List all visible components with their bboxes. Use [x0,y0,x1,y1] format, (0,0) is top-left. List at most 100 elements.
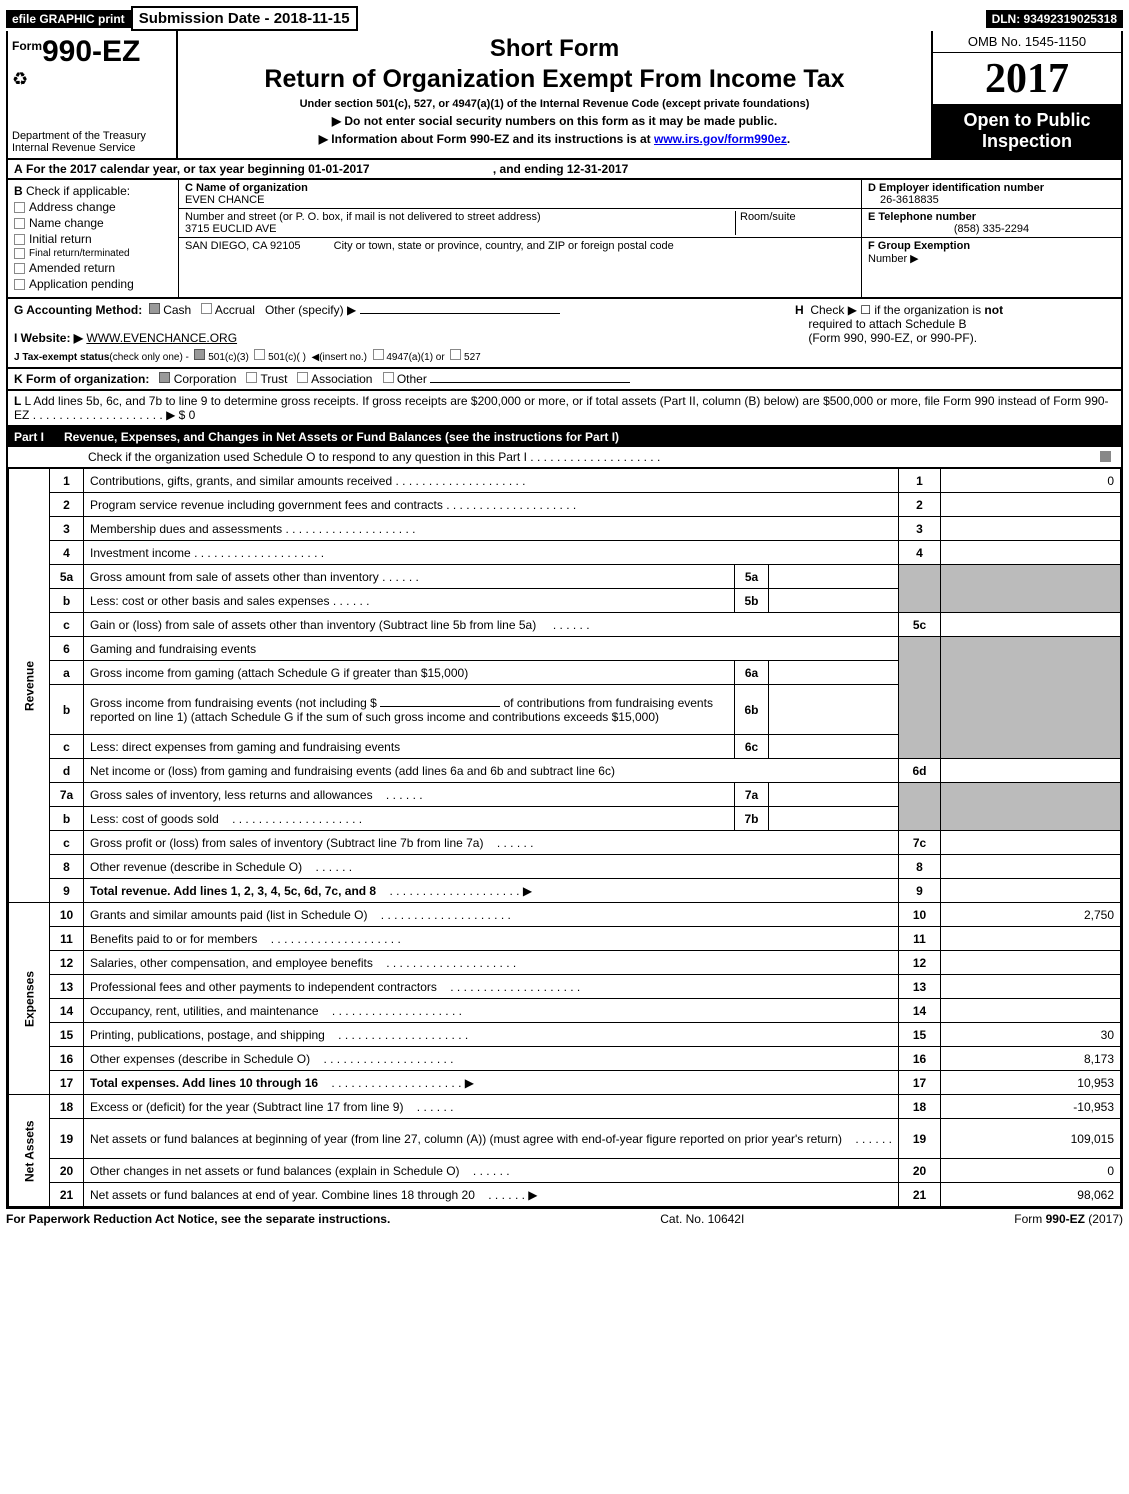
cb-initial-return[interactable]: Initial return [14,232,172,246]
desc-text: Total expenses. Add lines 10 through 16 [90,1076,318,1090]
a-text-pre: For the 2017 calendar year, or tax year … [26,162,370,176]
part-i-title-text: Revenue, Expenses, and Changes in Net As… [64,430,619,444]
c-roomsuite: Room/suite [735,211,855,235]
k-other: Other [397,372,427,386]
c-addr-block: Number and street (or P. O. box, if mail… [179,209,861,238]
totnum: 3 [899,517,941,541]
c-city-block: SAN DIEGO, CA 92105 City or town, state … [179,238,861,254]
linenum: 15 [50,1023,84,1047]
desc-text: Program service revenue including govern… [90,498,443,512]
cb-501c3[interactable] [194,349,205,360]
d-block: D Employer identification number 26-3618… [862,180,1121,209]
row-14: 14 Occupancy, rent, utilities, and maint… [9,999,1121,1023]
radio-accrual[interactable] [201,303,212,314]
miniamt [769,565,899,589]
checkbox-icon [14,234,25,245]
cb-application-pending[interactable]: Application pending [14,277,172,291]
desc: Net assets or fund balances at beginning… [84,1119,899,1159]
cb-final-return[interactable]: Final return/terminated [14,248,172,259]
a-text-pre-bold: For the 2017 calendar year, or tax year … [26,162,370,176]
cb-amended-return[interactable]: Amended return [14,261,172,275]
totnum: 11 [899,927,941,951]
totnum: 1 [899,469,941,493]
totnum: 12 [899,951,941,975]
desc: Gaming and fundraising events [84,637,899,661]
totnum: 14 [899,999,941,1023]
k-corp: Corporation [174,372,237,386]
totnum: 19 [899,1119,941,1159]
dots: . . . . . . . . . . . . . . . . . . . . [323,1052,453,1066]
totnum: 7c [899,831,941,855]
desc: Gross income from gaming (attach Schedul… [84,661,735,685]
row-2: 2 Program service revenue including gove… [9,493,1121,517]
open-line1: Open to Public [935,110,1119,131]
main-title: Return of Organization Exempt From Incom… [178,65,931,94]
cb-address-change[interactable]: Address change [14,200,172,214]
short-form-title: Short Form [178,35,931,63]
efile-badge: efile GRAPHIC print [6,10,131,28]
cb-name-change[interactable]: Name change [14,216,172,230]
amount [941,493,1121,517]
g-label: G Accounting Method: [14,303,142,317]
cb-other[interactable] [383,372,394,383]
desc: Gross income from fundraising events (no… [84,685,735,735]
footer: For Paperwork Reduction Act Notice, see … [6,1209,1123,1229]
cb-label: Application pending [29,277,134,291]
f-label2: Number ▶ [868,253,919,265]
desc-text: Salaries, other compensation, and employ… [90,956,373,970]
row-21: 21 Net assets or fund balances at end of… [9,1183,1121,1207]
cb-trust[interactable] [246,372,257,383]
j-line: J Tax-exempt status(check only one) - 50… [14,349,795,363]
lines-table: Revenue 1 Contributions, gifts, grants, … [8,468,1121,1207]
desc: Other changes in net assets or fund bala… [84,1159,899,1183]
j-4947: 4947(a)(1) or [386,352,444,363]
j-paren: (check only one) - [109,352,188,363]
irs-link[interactable]: www.irs.gov/form990ez [654,132,787,146]
amount [941,613,1121,637]
label-b: B [14,184,23,198]
info-link-line: ▶ Information about Form 990-EZ and its … [178,132,931,146]
desc: Excess or (deficit) for the year (Subtra… [84,1095,899,1119]
dots: . . . . . . [386,788,423,802]
cb-4947[interactable] [373,349,384,360]
desc-text: Less: cost or other basis and sales expe… [90,594,329,608]
label-a: A [14,162,23,176]
org-name: EVEN CHANCE [185,194,264,206]
amount: 30 [941,1023,1121,1047]
radio-cash[interactable] [149,303,160,314]
linenum: c [50,831,84,855]
a-text-end: , and ending 12-31-2017 [493,162,628,176]
grey-cell [899,565,941,613]
top-strip: efile GRAPHIC print Submission Date - 20… [6,6,1123,31]
schedule-o-check[interactable] [1100,451,1111,462]
row-1: Revenue 1 Contributions, gifts, grants, … [9,469,1121,493]
cb-501c[interactable] [254,349,265,360]
website-url[interactable]: WWW.EVENCHANCE.ORG [86,331,237,345]
dots: . . . . . . [315,860,352,874]
desc-text: Other revenue (describe in Schedule O) [90,860,302,874]
cb-527[interactable] [450,349,461,360]
amount [941,855,1121,879]
info-suffix: . [787,132,790,146]
cb-association[interactable] [297,372,308,383]
header-row: Form990-EZ ♻ Department of the Treasury … [6,31,1123,160]
dots: . . . . . . . . . . . . . . . . . . . . [389,884,519,898]
expenses-section-label: Expenses [9,903,50,1095]
cb-corporation[interactable] [159,372,170,383]
open-line2: Inspection [935,131,1119,152]
desc: Gross profit or (loss) from sales of inv… [84,831,899,855]
row-9: 9 Total revenue. Add lines 1, 2, 3, 4, 5… [9,879,1121,903]
part-i-title: Revenue, Expenses, and Changes in Net As… [64,430,619,444]
section-gh: G Accounting Method: Cash Accrual Other … [6,299,1123,369]
amount [941,975,1121,999]
part-i-box: Part I Revenue, Expenses, and Changes in… [6,427,1123,1209]
footer-left: For Paperwork Reduction Act Notice, see … [6,1212,390,1226]
totnum: 5c [899,613,941,637]
checkbox-icon [14,263,25,274]
row-6: 6 Gaming and fundraising events [9,637,1121,661]
dots: . . . . . . . . . . . . . . . . . . . . [530,450,660,464]
j-label: J Tax-exempt status [14,352,109,363]
col-b: B Check if applicable: Address change Na… [8,180,178,297]
amount: 8,173 [941,1047,1121,1071]
footer-right: Form 990-EZ (2017) [1014,1212,1123,1226]
